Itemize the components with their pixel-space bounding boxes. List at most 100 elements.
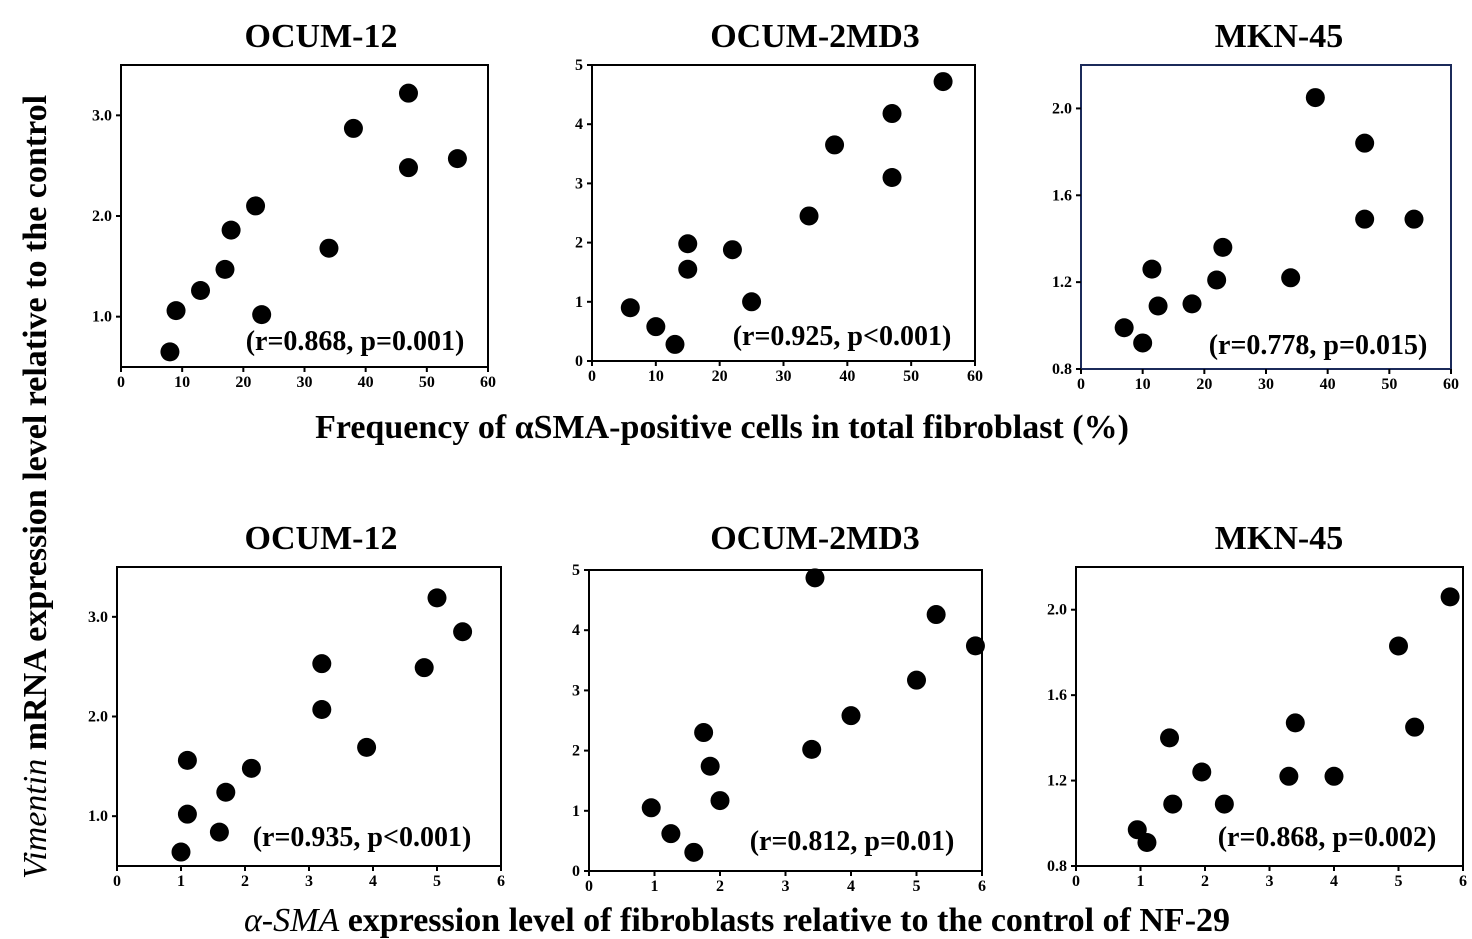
y-tick-label: 2.0 — [1052, 100, 1072, 117]
x-tick-label: 20 — [235, 374, 251, 391]
bottom-x-axis-label-rest: expression level of fibroblasts relative… — [339, 902, 1230, 939]
data-point — [209, 822, 229, 842]
data-point — [825, 135, 845, 155]
data-point — [665, 334, 685, 354]
x-tick-label: 0 — [117, 374, 125, 391]
scatter-panel-1: OCUM-12 0 10 20 30 40 50 60 1.0 2.0 3.0 (r=0.868, p… — [92, 18, 496, 391]
data-point — [1405, 717, 1425, 737]
x-tick-label: 0 — [585, 878, 593, 895]
y-tick-label: 3 — [575, 175, 583, 192]
data-point — [166, 301, 186, 321]
plot-frame — [1080, 64, 1452, 370]
data-point — [427, 588, 447, 608]
y-tick-label: 0.8 — [1047, 858, 1067, 875]
bottom-x-axis-label-italic: α-SMA — [244, 902, 339, 939]
y-tick-label: 1 — [575, 294, 583, 311]
data-point — [678, 234, 698, 254]
data-point — [933, 72, 953, 92]
x-tick-label: 6 — [497, 873, 505, 890]
data-point — [700, 756, 720, 776]
x-tick-label: 10 — [648, 368, 664, 385]
data-point — [802, 739, 822, 759]
data-point — [241, 758, 261, 778]
y-tick-label: 4 — [572, 622, 580, 639]
x-tick-label: 10 — [174, 374, 190, 391]
bottom-x-axis-label: α-SMA expression level of fibroblasts re… — [244, 902, 1230, 939]
x-tick-label: 20 — [1196, 376, 1212, 393]
x-tick-label: 6 — [978, 878, 986, 895]
x-tick-label: 4 — [847, 878, 855, 895]
correlation-annotation: (r=0.935, p<0.001) — [253, 822, 472, 853]
data-point — [312, 654, 332, 674]
panel-title: OCUM-12 — [245, 520, 398, 557]
correlation-annotation: (r=0.812, p=0.01) — [750, 826, 955, 857]
data-point — [694, 723, 714, 743]
x-tick-label: 30 — [297, 374, 313, 391]
data-point — [684, 842, 704, 862]
x-tick-label: 40 — [1320, 376, 1336, 393]
data-point — [453, 622, 473, 642]
x-tick-label: 1 — [177, 873, 185, 890]
data-point — [882, 104, 902, 124]
x-tick-label: 0 — [1072, 873, 1080, 890]
x-tick-label: 60 — [480, 374, 496, 391]
y-tick-label: 3.0 — [92, 107, 112, 124]
panel-title: MKN-45 — [1215, 18, 1343, 55]
data-point — [841, 706, 861, 726]
data-point — [215, 259, 235, 279]
data-point — [177, 750, 197, 770]
data-point — [221, 220, 241, 240]
x-tick-label: 60 — [967, 368, 983, 385]
y-tick-label: 5 — [572, 562, 580, 579]
x-tick-label: 10 — [1135, 376, 1151, 393]
data-point — [620, 298, 640, 318]
data-point — [678, 259, 698, 279]
data-point — [1213, 237, 1233, 257]
y-axis-label-italic: Vimentin — [17, 759, 54, 879]
x-tick-label: 30 — [776, 368, 792, 385]
x-tick-label: 30 — [1258, 376, 1274, 393]
y-tick-label: 1.0 — [88, 808, 108, 825]
data-point — [1285, 713, 1305, 733]
plot-frame — [591, 64, 976, 362]
scatter-panel-3: MKN-45 0 10 20 30 40 50 60 0.8 1.2 1.6 2.0 (r=0.778,… — [1052, 18, 1459, 393]
panel-title: OCUM-2MD3 — [710, 18, 920, 55]
correlation-annotation: (r=0.925, p<0.001) — [733, 321, 952, 352]
x-tick-label: 3 — [1266, 873, 1274, 890]
x-tick-label: 2 — [1201, 873, 1209, 890]
data-point — [252, 305, 272, 325]
y-tick-label: 1.2 — [1052, 274, 1072, 291]
data-point — [1404, 209, 1424, 229]
data-point — [191, 280, 211, 300]
x-tick-label: 5 — [433, 873, 441, 890]
data-point — [641, 798, 661, 818]
correlation-annotation: (r=0.868, p=0.002) — [1218, 822, 1437, 853]
data-point — [1148, 296, 1168, 316]
panel-title: OCUM-12 — [245, 18, 398, 55]
correlation-annotation: (r=0.778, p=0.015) — [1209, 330, 1428, 361]
data-point — [805, 568, 825, 588]
data-point — [1440, 587, 1460, 607]
data-point — [357, 737, 377, 757]
data-point — [661, 824, 681, 844]
x-tick-label: 4 — [1330, 873, 1338, 890]
data-point — [1160, 728, 1180, 748]
x-tick-label: 4 — [369, 873, 377, 890]
data-point — [447, 149, 467, 169]
x-tick-label: 5 — [913, 878, 921, 895]
y-tick-label: 2 — [575, 235, 583, 252]
x-tick-label: 60 — [1443, 376, 1459, 393]
y-tick-label: 1.0 — [92, 309, 112, 326]
data-point — [965, 636, 985, 656]
data-point — [246, 196, 266, 216]
y-tick-label: 1 — [572, 803, 580, 820]
data-point — [882, 167, 902, 187]
y-tick-label: 2.0 — [88, 709, 108, 726]
x-tick-label: 2 — [241, 873, 249, 890]
plot-frame — [120, 64, 489, 368]
y-tick-label: 0 — [572, 863, 580, 880]
y-tick-label: 2 — [572, 743, 580, 760]
data-point — [1137, 833, 1157, 853]
scatter-panel-5: OCUM-2MD3 0 1 2 3 4 5 6 0 1 2 3 4 5 (r=0.812, p=0.01) — [572, 520, 986, 895]
